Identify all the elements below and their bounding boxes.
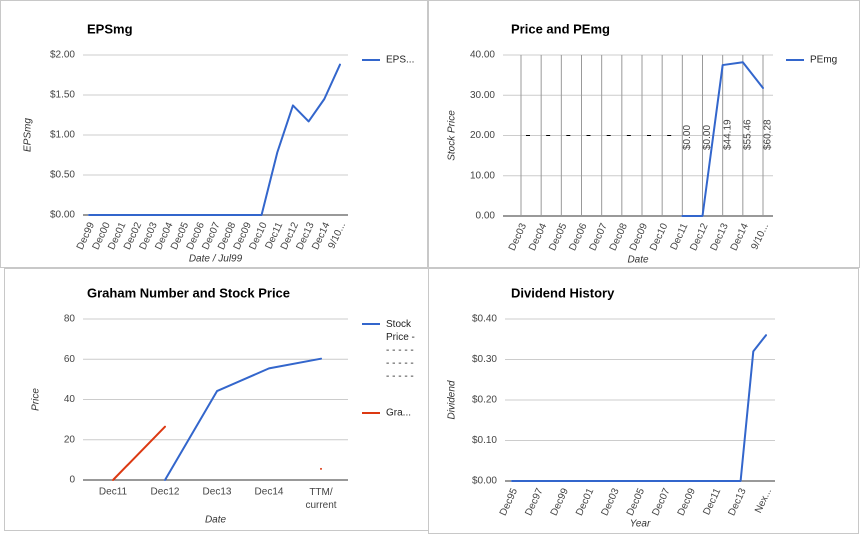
y-axis-label: Dividend <box>447 380 458 419</box>
chart-title: Price and PEmg <box>511 21 610 36</box>
chart-panel: Dividend History $0.00 $0.10 $0.20 $0.30 $0.4… <box>428 268 859 534</box>
y-tick-label: 30.00 <box>470 90 495 101</box>
y-tick-label: $0.00 <box>472 476 497 487</box>
y-axis-label: EPSmg <box>23 118 34 152</box>
series-line <box>681 61 764 217</box>
y-tick-label: 10.00 <box>470 170 495 181</box>
y-tick-label: $1.50 <box>50 90 75 101</box>
legend-label: Gra... <box>386 408 411 419</box>
panel-border <box>428 268 859 534</box>
chart-title: EPSmg <box>87 21 133 36</box>
chart-title: Dividend History <box>511 285 615 300</box>
y-tick-label: 0 <box>69 475 75 486</box>
y-tick-label: $0.00 <box>50 210 75 221</box>
x-tick-label: Dec12 <box>151 487 180 498</box>
x-tick-label: Dec14 <box>255 487 284 498</box>
series-line <box>164 357 322 481</box>
y-tick-label: 0.00 <box>476 211 496 222</box>
y-tick-label: 80 <box>64 314 76 325</box>
series-line <box>112 425 322 481</box>
legend-label: EPS... <box>386 55 414 66</box>
y-tick-label: 40.00 <box>470 50 495 61</box>
y-tick-label: 20 <box>64 434 76 445</box>
annotation: $0.00 <box>702 125 713 150</box>
y-tick-label: $0.20 <box>472 395 497 406</box>
chart-panel: EPSmg$0.00$0.50$1.00$1.50$2.00Dec99Dec00… <box>0 0 428 268</box>
y-tick-label: 20.00 <box>470 130 495 141</box>
y-axis-label: Stock Price <box>447 110 458 161</box>
chart-title: Graham Number and Stock Price <box>87 285 290 300</box>
y-tick-label: $2.00 <box>50 50 75 61</box>
panel-border <box>428 0 860 268</box>
x-axis-label: Date / Jul99 <box>189 254 243 265</box>
annotation: $44.19 <box>722 119 733 150</box>
legend-label: Stock Price -- - - - -- - - - -- - - - - <box>386 319 415 382</box>
x-tick-label: TTM/current <box>305 487 336 511</box>
y-tick-label: 40 <box>64 394 76 405</box>
panel-border <box>0 0 428 268</box>
y-tick-label: $0.50 <box>50 170 75 181</box>
x-axis-label: Date <box>627 255 649 266</box>
chart-panel: Graham Number and Stock Price 0 20 40 60 80 De… <box>4 268 429 531</box>
series-line <box>511 334 767 482</box>
y-tick-label: $1.00 <box>50 130 75 141</box>
x-axis-label: Year <box>630 519 651 530</box>
y-tick-label: $0.40 <box>472 314 497 325</box>
legend-label: PEmg <box>810 55 837 66</box>
x-tick-label: Dec13 <box>203 487 232 498</box>
y-tick-label: $0.10 <box>472 435 497 446</box>
annotation: $60.28 <box>763 119 774 150</box>
y-tick-label: 60 <box>64 354 76 365</box>
x-tick-label: Dec11 <box>99 487 128 498</box>
annotation: $55.46 <box>742 119 753 150</box>
series-line <box>88 63 341 216</box>
annotation: $0.00 <box>682 125 693 150</box>
x-axis-label: Date <box>205 515 227 526</box>
y-tick-label: $0.30 <box>472 354 497 365</box>
chart-panel: Price and PEmg0.0010.0020.0030.0040.00De… <box>428 0 860 268</box>
y-axis-label: Price <box>31 388 42 411</box>
